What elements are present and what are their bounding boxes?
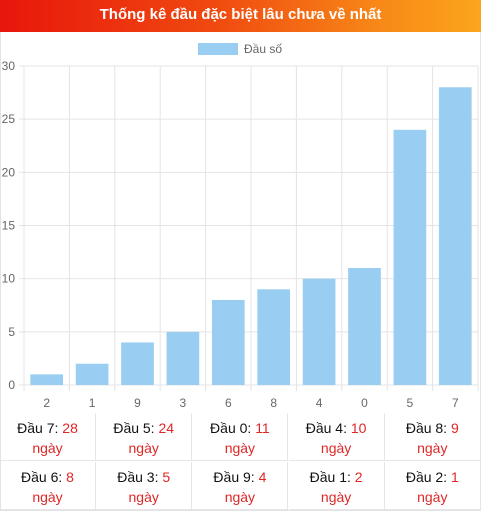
bar-chart: Đầu số 0 5 10 15 20 25 30 2 1 9 3 6 8 4 0 5 7 <box>2 42 479 410</box>
stat-unit: ngày <box>224 489 256 505</box>
stat-value: 5 <box>162 469 171 485</box>
x-tick-label: 7 <box>452 396 459 410</box>
x-tick-label: 5 <box>407 396 414 410</box>
stat-cell: Đầu 6: 8 ngày <box>0 462 96 510</box>
stat-unit: ngày <box>320 489 352 505</box>
header-title: Thống kê đầu đặc biệt lâu chưa về nhất <box>0 0 481 32</box>
stat-unit: ngày <box>224 440 256 456</box>
bar <box>393 129 427 385</box>
stat-label: Đầu 7: <box>17 420 59 436</box>
stat-label: Đầu 4: <box>305 420 347 436</box>
y-tick-label: 25 <box>2 112 16 126</box>
bar <box>302 278 336 385</box>
bar <box>121 342 154 385</box>
stat-unit: ngày <box>417 440 448 456</box>
stat-label: Đầu 9: <box>213 469 255 485</box>
legend-swatch <box>198 43 238 55</box>
bar <box>166 331 200 385</box>
stat-unit: ngày <box>128 440 159 456</box>
stat-value: 8 <box>66 469 74 485</box>
stat-value: 28 <box>62 420 78 436</box>
stat-value: 2 <box>354 469 363 485</box>
stat-cell: Đầu 0: 11 ngày <box>192 413 289 461</box>
y-tick-label: 10 <box>2 272 16 286</box>
stat-unit: ngày <box>320 440 352 456</box>
stat-cell: Đầu 9: 4 ngày <box>192 462 289 510</box>
y-tick-label: 5 <box>8 325 15 339</box>
x-tick-label: 3 <box>180 396 187 410</box>
x-tick-label: 0 <box>361 396 368 410</box>
x-tick-label: 1 <box>89 396 96 410</box>
y-tick-label: 15 <box>2 219 16 233</box>
legend-label: Đầu số <box>244 42 282 56</box>
x-tick-label: 6 <box>225 396 232 410</box>
stat-cell: Đầu 7: 28 ngày <box>0 413 96 461</box>
x-tick-label: 4 <box>316 396 323 410</box>
stat-value: 10 <box>350 420 367 436</box>
bar <box>30 374 64 385</box>
stat-cell: Đầu 8: 9 ngày <box>384 413 481 461</box>
bar <box>211 299 245 385</box>
stat-label: Đầu 6: <box>21 469 63 485</box>
stat-unit: ngày <box>32 440 63 456</box>
stat-unit: ngày <box>128 489 159 505</box>
bar <box>75 363 109 385</box>
stat-value: 1 <box>450 469 459 485</box>
stat-label: Đầu 1: <box>309 469 351 485</box>
y-tick-label: 0 <box>8 378 15 392</box>
stat-cell: Đầu 3: 5 ngày <box>96 462 193 510</box>
y-tick-label: 30 <box>2 59 16 73</box>
stat-value: 11 <box>255 420 270 436</box>
stat-label: Đầu 3: <box>117 469 159 485</box>
stat-cell: Đầu 5: 24 ngày <box>96 413 193 461</box>
legend: Đầu số <box>198 42 282 56</box>
bar <box>438 87 472 385</box>
stat-cell: Đầu 1: 2 ngày <box>288 462 385 510</box>
stat-label: Đầu 0: <box>210 420 252 436</box>
y-tick-label: 20 <box>2 165 16 179</box>
bar <box>257 289 291 385</box>
bar <box>348 268 381 385</box>
stat-unit: ngày <box>32 489 63 505</box>
stat-value: 9 <box>450 420 459 436</box>
stat-cell: Đầu 4: 10 ngày <box>288 413 385 461</box>
stats-table: Đầu 7: 28 ngày Đầu 5: 24 ngày Đầu 0: 11 ngày Đ… <box>0 413 481 511</box>
stat-cell: Đầu 2: 1 ngày <box>384 462 481 510</box>
stat-value: 24 <box>158 420 175 436</box>
stat-label: Đầu 2: <box>405 469 448 485</box>
stat-label: Đầu 8: <box>405 420 448 436</box>
stat-unit: ngày <box>417 489 448 505</box>
stat-label: Đầu 5: <box>113 420 155 436</box>
x-tick-label: 2 <box>43 396 50 410</box>
x-tick-label: 8 <box>270 396 277 410</box>
x-tick-label: 9 <box>134 396 141 410</box>
stat-value: 4 <box>258 469 267 485</box>
